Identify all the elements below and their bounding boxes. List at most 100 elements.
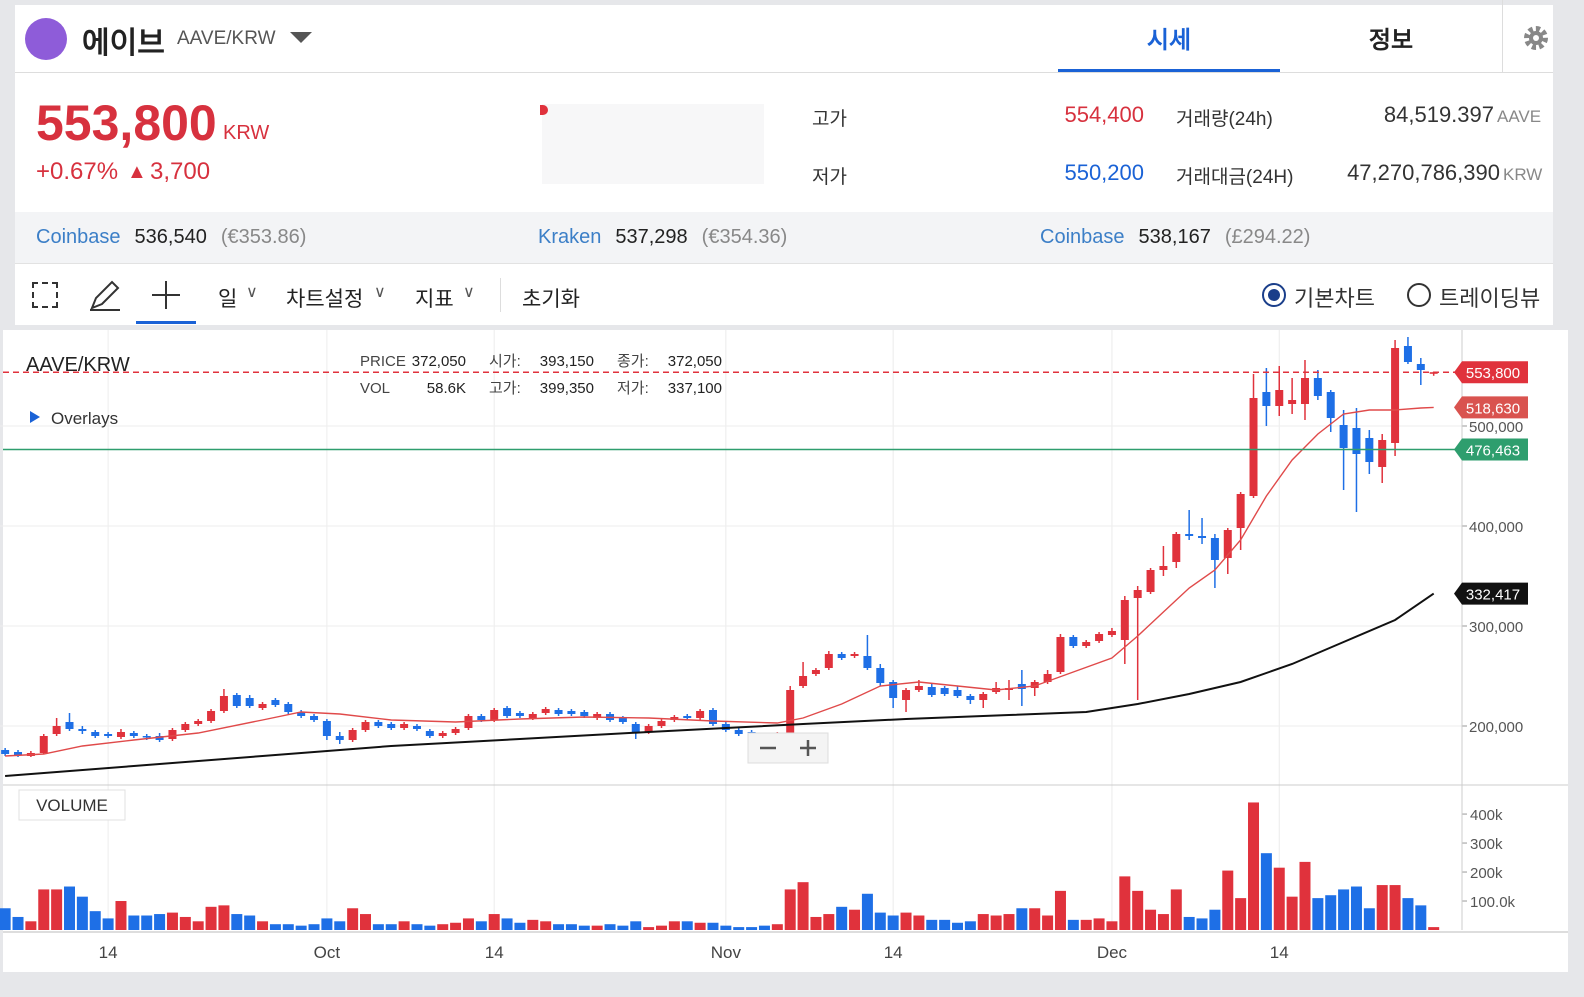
candle-body (1223, 530, 1232, 558)
exchange-name: Coinbase (1040, 226, 1125, 248)
mode[interactable]: 트레이딩뷰 (1439, 286, 1541, 311)
price-badge (1454, 396, 1528, 419)
volume-bar (1286, 896, 1298, 930)
crosshair-icon[interactable] (150, 279, 182, 311)
info-label: 저가: (617, 380, 649, 397)
volume-bar (565, 924, 577, 930)
vol-tick-label: 400k (1470, 807, 1503, 824)
candle-body (1095, 634, 1104, 641)
candle-body (232, 695, 241, 706)
change-pct: +0.67% (36, 158, 119, 185)
candle-body (902, 690, 911, 700)
chart-settings[interactable]: 차트설정 (286, 288, 364, 311)
volume-bar (128, 915, 140, 930)
exchange: Kraken 537,298 (€354.36) (538, 226, 787, 249)
candle-body (477, 716, 486, 720)
info-label: PRICE (360, 353, 406, 370)
symbol: AAVE/KRW (26, 354, 130, 376)
volume-bar (166, 912, 178, 930)
price: 553,800 (36, 95, 217, 151)
volume-bar (784, 889, 796, 930)
y-tick-label: 300,000 (1469, 619, 1523, 636)
ma-line (5, 592, 1435, 777)
indicators[interactable]: 지표 (415, 288, 454, 311)
x-tick-label: Dec (1097, 943, 1128, 962)
candle-body (451, 729, 460, 733)
candle-body (618, 718, 627, 722)
volume-bar (733, 927, 745, 930)
volume-bar (321, 918, 333, 930)
candle-body (1326, 392, 1335, 418)
volume-bar (372, 924, 384, 930)
stat-value: 47,270,786,390 (1347, 160, 1500, 185)
candle-body (567, 711, 576, 714)
candle-body (1339, 425, 1348, 448)
candle-body (1172, 534, 1181, 562)
info-value: 337,100 (668, 380, 722, 397)
candle-body (1082, 642, 1091, 646)
volume-bar (501, 918, 513, 930)
exchange-name: Kraken (538, 226, 602, 248)
candle-body (52, 726, 61, 734)
volume-bar (450, 922, 462, 930)
volume-bar (939, 919, 951, 930)
overlay-arrow (30, 411, 40, 423)
stat-label: 고가 (812, 109, 847, 130)
exchange-price: 536,540 (134, 226, 207, 248)
settings-icon[interactable] (1520, 22, 1552, 54)
volume-bar (398, 921, 410, 930)
volume-bar (1209, 909, 1221, 930)
candle-body (1403, 346, 1412, 362)
volume-bar (977, 914, 989, 930)
volume-bar (462, 918, 474, 930)
volume-bar (1054, 890, 1066, 930)
stat-value: 550,200 (1064, 160, 1144, 185)
price-badge-label: 476,463 (1466, 443, 1520, 460)
fullscreen-icon[interactable] (32, 282, 58, 308)
volume-bar (540, 921, 552, 930)
candle-body (194, 721, 203, 724)
candle-body (657, 721, 666, 726)
volume-bar (1312, 898, 1324, 930)
candle-body (979, 694, 988, 700)
divider (500, 278, 501, 312)
candle-body (1198, 536, 1207, 538)
volume-bar (1389, 885, 1401, 930)
reset[interactable]: 초기화 (522, 288, 580, 311)
exchange-name: Coinbase (36, 226, 121, 248)
volume-bar (823, 914, 835, 930)
mode[interactable]: 기본차트 (1294, 286, 1375, 311)
volume-bar (218, 905, 230, 930)
candle-body (168, 730, 177, 739)
volume-bar (656, 925, 668, 930)
candle-body (696, 711, 705, 718)
volume-bar (205, 906, 217, 930)
period[interactable]: 일 (218, 288, 238, 311)
info-label: VOL (360, 380, 390, 397)
candle-body (1262, 392, 1271, 406)
radio[interactable] (1407, 283, 1431, 307)
draw-icon[interactable] (88, 278, 122, 312)
dropdown[interactable] (290, 32, 312, 43)
volume-bar (269, 924, 281, 930)
volume-bar (12, 916, 24, 930)
volume-bar (836, 906, 848, 930)
volume-bar (63, 886, 75, 930)
radio[interactable] (1262, 283, 1286, 307)
stat-label: 거래량(24h) (1176, 109, 1273, 130)
candle-body (65, 722, 74, 729)
volume-bar (1415, 905, 1427, 930)
volume-bar (141, 915, 153, 930)
tab[interactable]: 정보 (1368, 27, 1414, 54)
candle-body (181, 724, 190, 730)
zoom-icons (760, 740, 816, 756)
candle-body (207, 711, 216, 721)
candle-body (593, 714, 602, 718)
volume-bar (1093, 918, 1105, 930)
volume-bar (1170, 889, 1182, 930)
volume-bar (424, 925, 436, 930)
volume-bar (952, 922, 964, 930)
tab[interactable]: 시세 (1146, 27, 1192, 54)
chevron: ∨ (463, 284, 475, 301)
chart: 14 Oct 14 Nov 14 Dec 14 200,000 300,000 400,000 50… (0, 330, 1568, 972)
